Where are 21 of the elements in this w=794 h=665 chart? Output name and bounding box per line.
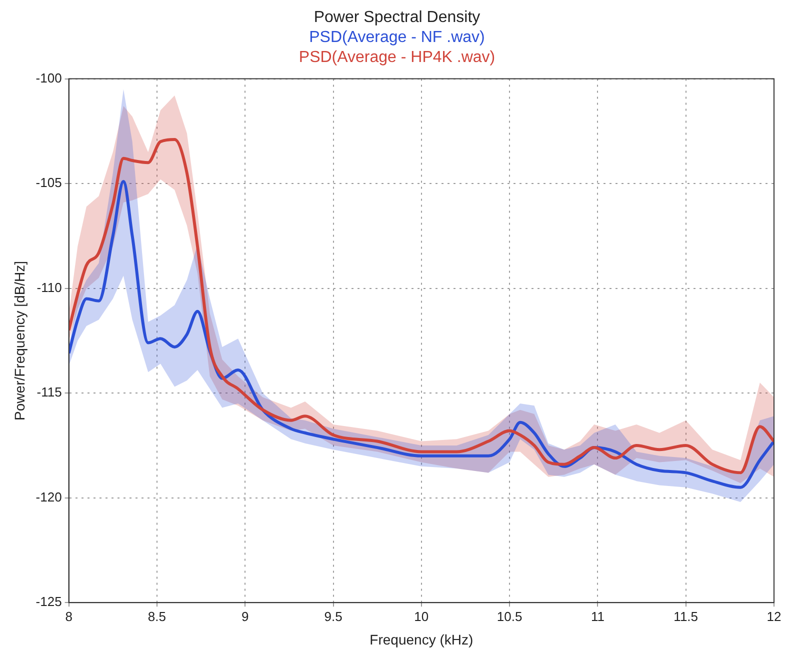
text: PSD(Average - NF .wav) <box>308 28 486 48</box>
x-tick-label: 9.5 <box>324 608 342 624</box>
x-tick-label: 10 <box>414 608 429 624</box>
x-axis-title: Frequency (kHz) <box>370 631 474 648</box>
x-tick-label: 8.5 <box>148 608 166 624</box>
y-tick-label: -100 <box>36 70 62 86</box>
y-tick-label: -105 <box>36 175 62 190</box>
text: PSD(Average - HP4K .wav) <box>298 48 496 68</box>
y-tick-label: -120 <box>36 489 62 504</box>
x-tick-label: 11.5 <box>674 608 698 624</box>
x-tick-label: 11 <box>590 608 604 624</box>
chart-title: Power Spectral Density <box>312 8 482 28</box>
line-series <box>68 180 774 489</box>
x-tick-label: 9 <box>241 608 249 624</box>
x-tick-label: 12 <box>766 608 782 624</box>
y-tick-label: -110 <box>36 280 62 295</box>
y-axis-title: Power/Frequency [dB/Hz] <box>11 260 28 420</box>
x-tick-label: 10.5 <box>496 608 522 624</box>
x-tick-label: 8 <box>65 608 72 624</box>
y-tick-label: -125 <box>36 594 62 610</box>
y-tick-label: -115 <box>36 384 62 400</box>
